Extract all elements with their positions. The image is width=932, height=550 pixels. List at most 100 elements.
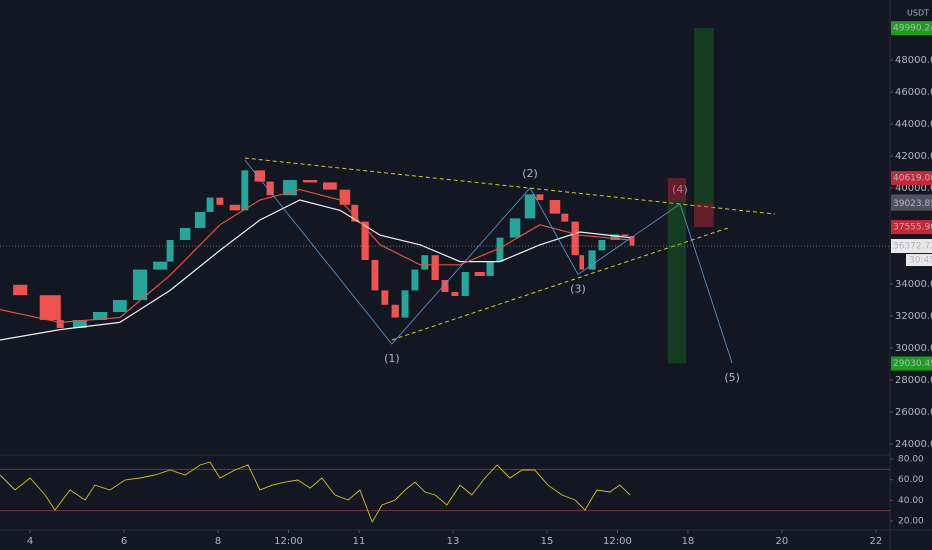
x-tick-label: 12:00 [274,536,303,547]
candle [303,179,318,183]
y-tick-label: 32000.00 [895,311,932,322]
candle [241,170,249,211]
y-tick-label: 26000.00 [895,407,932,418]
target-zone [667,201,687,364]
y-tick-label: 42000.00 [895,151,932,162]
trendline [244,157,775,215]
y-tick-label: 44000.00 [895,119,932,130]
candle [571,221,579,256]
x-tick-label: 22 [870,536,883,547]
candle [461,271,469,296]
candle [391,304,399,318]
stop-zone [694,203,714,228]
candle [322,182,337,190]
entry-tag: 39023.85 [893,199,932,209]
candle [13,284,28,296]
candle [496,237,504,262]
candle [93,311,108,320]
stop-tag: 40619.08 [893,174,932,184]
candle [549,199,561,214]
candle [166,239,174,262]
candle [451,291,459,296]
moving-average [0,188,631,324]
candle [598,239,606,251]
candle [536,194,544,200]
candle [72,319,87,328]
x-tick-label: 18 [682,536,695,547]
stop-zone [667,178,687,202]
x-tick-label: 4 [27,536,33,547]
candle [509,218,521,238]
moving-average [0,199,631,341]
x-tick-label: 13 [447,536,460,547]
last-price-tag-bg [891,239,932,254]
x-tick-label: 6 [121,536,127,547]
wave-label: (5) [724,371,740,384]
target-tag-bg [891,21,932,36]
candle [371,259,379,291]
wave-label: (1) [384,352,400,365]
y-tick-label: 60.00 [898,475,924,485]
x-tick-label: 20 [776,536,789,547]
candle [229,204,241,211]
y-tick-label: 46000.00 [895,87,932,98]
trendline [391,227,729,341]
candle [486,261,494,276]
y-tick-label: 24000.00 [895,439,932,450]
last-price-tag: 36372.72 [893,242,932,252]
stop-tag-bg [891,171,932,186]
stop-tag-bg [891,220,932,235]
entry-tag-bg [891,196,932,211]
candle [381,290,389,305]
candle [254,170,266,182]
candle [206,197,214,212]
y-tick-label: 40000.00 [895,183,932,194]
candle [351,204,359,222]
candle [579,255,585,270]
candle [112,299,127,312]
target-tag: 29030.49 [893,359,932,369]
countdown: 30:45 [909,256,932,266]
candle [179,227,191,240]
target-tag: 49990.24 [893,24,932,34]
x-tick-label: 12:00 [603,536,632,547]
target-zone [694,28,714,204]
rsi-line [0,461,631,524]
candle [610,234,620,240]
candle [361,221,369,260]
x-tick-label: 11 [353,536,366,547]
candle [411,269,419,291]
x-tick-label: 15 [541,536,554,547]
y-tick-label: 40.00 [898,496,924,506]
candle [524,194,536,219]
currency: USDT [907,9,929,18]
candle [153,261,168,270]
candle [132,269,148,300]
y-tick-label: 30000.00 [895,343,932,354]
stop-tag: 37555.90 [893,223,932,233]
candle [194,211,206,228]
candle [431,255,439,280]
candle [621,234,629,236]
y-tick-label: 28000.00 [895,375,932,386]
wave-label: (4) [672,183,688,196]
y-tick-label: 20.00 [898,517,924,527]
candle [561,213,569,222]
wave-label: (2) [522,167,538,180]
y-tick-label: 80.00 [898,455,924,465]
candle [39,295,61,320]
candle [588,250,596,270]
candle [421,255,429,270]
y-tick-label: 34000.00 [895,279,932,290]
wave-path [244,159,733,364]
candle [56,319,64,328]
candle [441,279,449,292]
candle [266,181,274,196]
candle [339,189,351,205]
countdown-bg [906,254,932,267]
x-tick-label: 8 [215,536,221,547]
wave-label: (3) [570,282,586,295]
candle [216,197,224,205]
